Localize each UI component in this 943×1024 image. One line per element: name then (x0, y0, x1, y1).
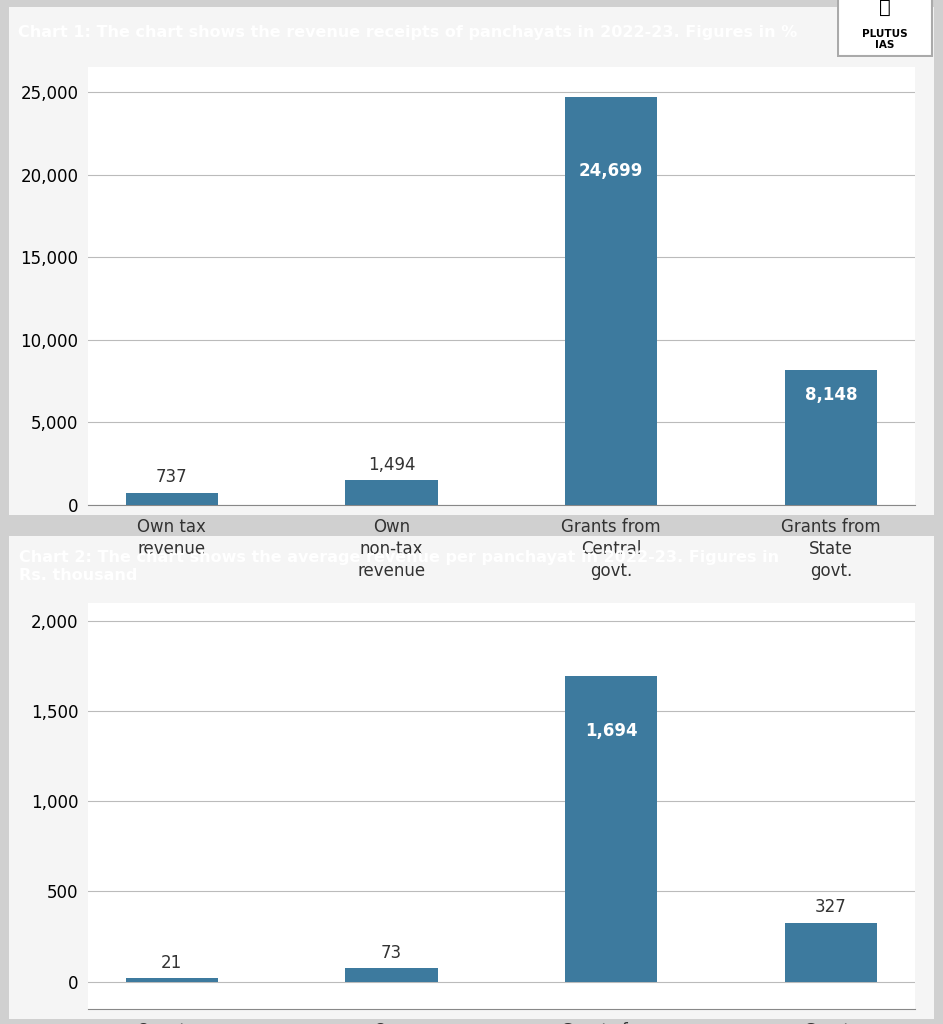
Bar (565, 676, 657, 982)
Bar (345, 969, 438, 982)
Text: 737: 737 (156, 468, 188, 486)
Text: 24,699: 24,699 (579, 162, 643, 179)
Text: 1,694: 1,694 (585, 722, 637, 740)
Bar (125, 493, 218, 505)
Text: 💻: 💻 (879, 0, 891, 17)
Bar (565, 97, 657, 505)
Bar (345, 480, 438, 505)
Text: 1,494: 1,494 (368, 456, 415, 474)
Text: Chart 1: The chart shows the revenue receipts of panchayats in 2022-23. Figures : Chart 1: The chart shows the revenue rec… (18, 25, 797, 40)
Bar (785, 371, 877, 505)
Text: 73: 73 (381, 944, 402, 963)
Bar (125, 978, 218, 982)
Text: 8,148: 8,148 (804, 386, 857, 403)
Text: Chart 2: The chart shows the average revenue per panchayat in 2022-23. Figures i: Chart 2: The chart shows the average rev… (19, 550, 779, 583)
Bar (785, 923, 877, 982)
Text: PLUTUS
IAS: PLUTUS IAS (862, 29, 908, 50)
Text: 21: 21 (161, 953, 182, 972)
Text: 327: 327 (815, 898, 847, 916)
